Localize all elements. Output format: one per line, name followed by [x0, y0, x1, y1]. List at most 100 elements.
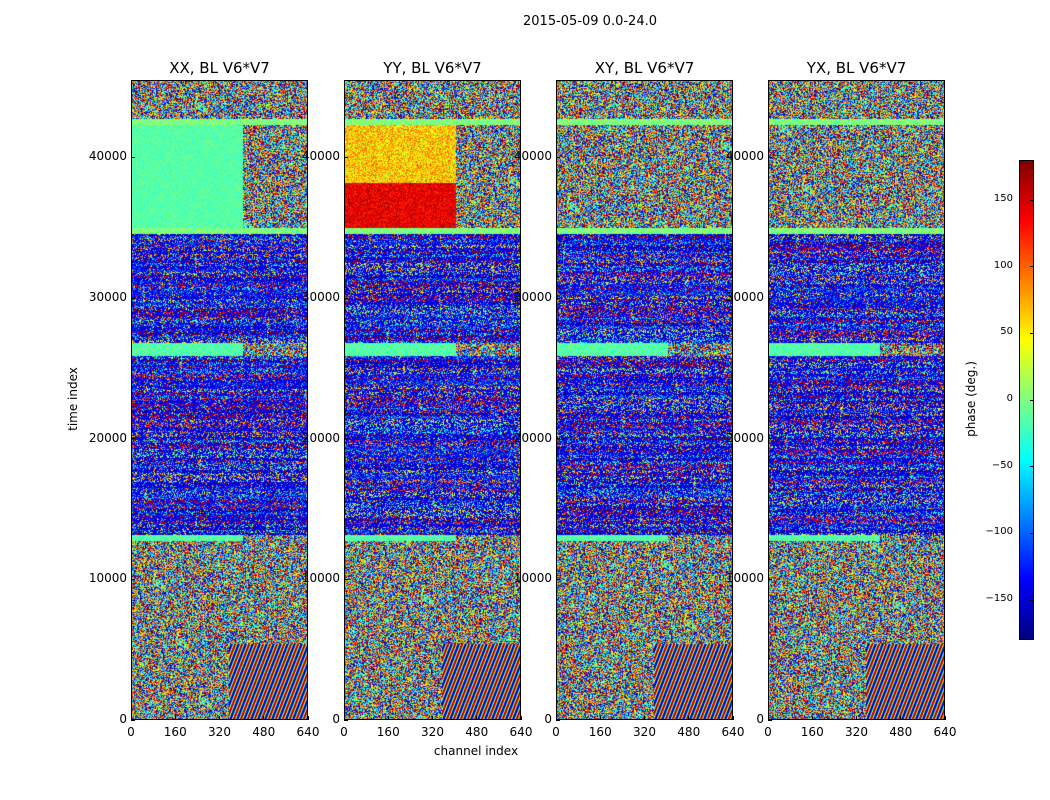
colorbar-tick-label: 150	[993, 193, 1013, 204]
colorbar-tick-label: 0	[1006, 393, 1013, 404]
x-tick-mark	[555, 716, 557, 720]
y-tick-mark	[768, 578, 772, 580]
y-tick-label: 0	[756, 712, 764, 726]
y-tick-label: 10000	[725, 571, 764, 586]
y-tick-mark	[768, 719, 772, 721]
y-tick-label: 40000	[301, 149, 340, 164]
colorbar-tick-mark	[1030, 599, 1034, 601]
x-tick-label: 640	[296, 725, 320, 739]
y-tick-mark	[768, 297, 772, 299]
y-tick-label: 30000	[88, 290, 127, 305]
colorbar-gradient	[1019, 160, 1034, 640]
y-tick-label: 40000	[513, 149, 552, 164]
y-tick-label: 0	[332, 712, 340, 726]
y-tick-label: 30000	[725, 290, 764, 305]
y-tick-label: 10000	[88, 571, 127, 586]
colorbar-tick-label: −50	[991, 459, 1013, 471]
colorbar-tick-mark	[1030, 466, 1034, 468]
y-tick-label: 40000	[725, 149, 764, 164]
heatmap-image	[131, 80, 308, 720]
y-tick-mark	[131, 719, 135, 721]
y-tick-mark	[131, 156, 135, 158]
x-tick-mark	[767, 716, 769, 720]
y-tick-label: 0	[119, 712, 127, 726]
x-tick-label: 480	[677, 725, 701, 739]
heatmap-image	[344, 80, 521, 720]
colorbar-tick-label: −150	[985, 593, 1013, 604]
colorbar-tick-label: −100	[985, 526, 1013, 538]
y-tick-mark	[344, 719, 348, 721]
x-tick-label: 160	[800, 725, 824, 739]
x-tick-label: 160	[376, 725, 400, 739]
colorbar-tick-label: 50	[1000, 326, 1013, 338]
x-tick-label: 320	[208, 725, 231, 739]
x-tick-mark	[599, 716, 601, 720]
y-tick-mark	[131, 578, 135, 580]
y-tick-label: 20000	[88, 430, 127, 445]
heatmap-image	[768, 80, 945, 720]
panel-title: YX, BL V6*V7	[806, 59, 907, 77]
x-tick-label: 160	[163, 725, 187, 739]
x-tick-mark	[174, 716, 176, 720]
y-tick-mark	[344, 438, 348, 440]
x-axis-label: channel index	[433, 744, 519, 758]
panel-title: XX, BL V6*V7	[169, 59, 270, 77]
colorbar-tick-mark	[1030, 266, 1034, 268]
y-tick-mark	[556, 297, 560, 299]
x-tick-label: 320	[633, 725, 656, 739]
y-tick-label: 0	[544, 712, 552, 726]
colorbar-tick-mark	[1030, 399, 1034, 401]
y-tick-mark	[556, 156, 560, 158]
x-tick-label: 480	[465, 725, 489, 739]
x-tick-mark	[219, 716, 220, 720]
x-tick-mark	[944, 716, 946, 720]
figure-suptitle: 2015-05-09 0.0-24.0	[523, 14, 657, 29]
y-tick-mark	[556, 719, 560, 721]
x-tick-mark	[732, 716, 734, 720]
x-tick-label: 480	[889, 725, 913, 739]
x-tick-mark	[343, 716, 345, 720]
x-tick-mark	[856, 716, 857, 720]
colorbar-label: phase (deg.)	[964, 361, 978, 437]
y-tick-label: 30000	[513, 290, 552, 305]
x-tick-mark	[263, 716, 265, 720]
y-tick-mark	[556, 578, 560, 580]
x-tick-mark	[432, 716, 433, 720]
y-tick-label: 40000	[88, 149, 127, 164]
y-tick-label: 20000	[725, 430, 764, 445]
x-tick-label: 160	[588, 725, 612, 739]
x-tick-mark	[688, 716, 690, 720]
y-tick-mark	[768, 156, 772, 158]
y-tick-mark	[344, 156, 348, 158]
x-tick-label: 0	[764, 725, 772, 739]
y-tick-label: 20000	[513, 430, 552, 445]
x-tick-mark	[476, 716, 478, 720]
y-tick-label: 20000	[301, 430, 340, 445]
heatmap-image	[556, 80, 733, 720]
x-tick-label: 320	[845, 725, 868, 739]
x-tick-label: 480	[252, 725, 276, 739]
y-tick-label: 10000	[301, 571, 340, 586]
x-tick-label: 0	[127, 725, 135, 739]
x-tick-mark	[900, 716, 902, 720]
panel-title: XY, BL V6*V7	[594, 59, 695, 77]
x-tick-mark	[644, 716, 645, 720]
colorbar-tick-label: 100	[993, 259, 1013, 271]
colorbar-tick-mark	[1030, 199, 1034, 201]
x-tick-label: 0	[340, 725, 348, 739]
y-tick-mark	[131, 438, 135, 440]
x-tick-mark	[307, 716, 309, 720]
x-tick-label: 640	[721, 725, 745, 739]
x-tick-mark	[130, 716, 132, 720]
y-tick-mark	[344, 578, 348, 580]
x-tick-label: 320	[421, 725, 444, 739]
y-tick-label: 10000	[513, 571, 552, 586]
x-tick-label: 640	[933, 725, 957, 739]
x-tick-mark	[520, 716, 522, 720]
colorbar-tick-mark	[1030, 332, 1034, 334]
y-tick-mark	[768, 438, 772, 440]
y-tick-mark	[131, 297, 135, 299]
x-tick-label: 640	[509, 725, 533, 739]
x-tick-label: 0	[552, 725, 560, 739]
panel-title: YY, BL V6*V7	[383, 59, 482, 77]
